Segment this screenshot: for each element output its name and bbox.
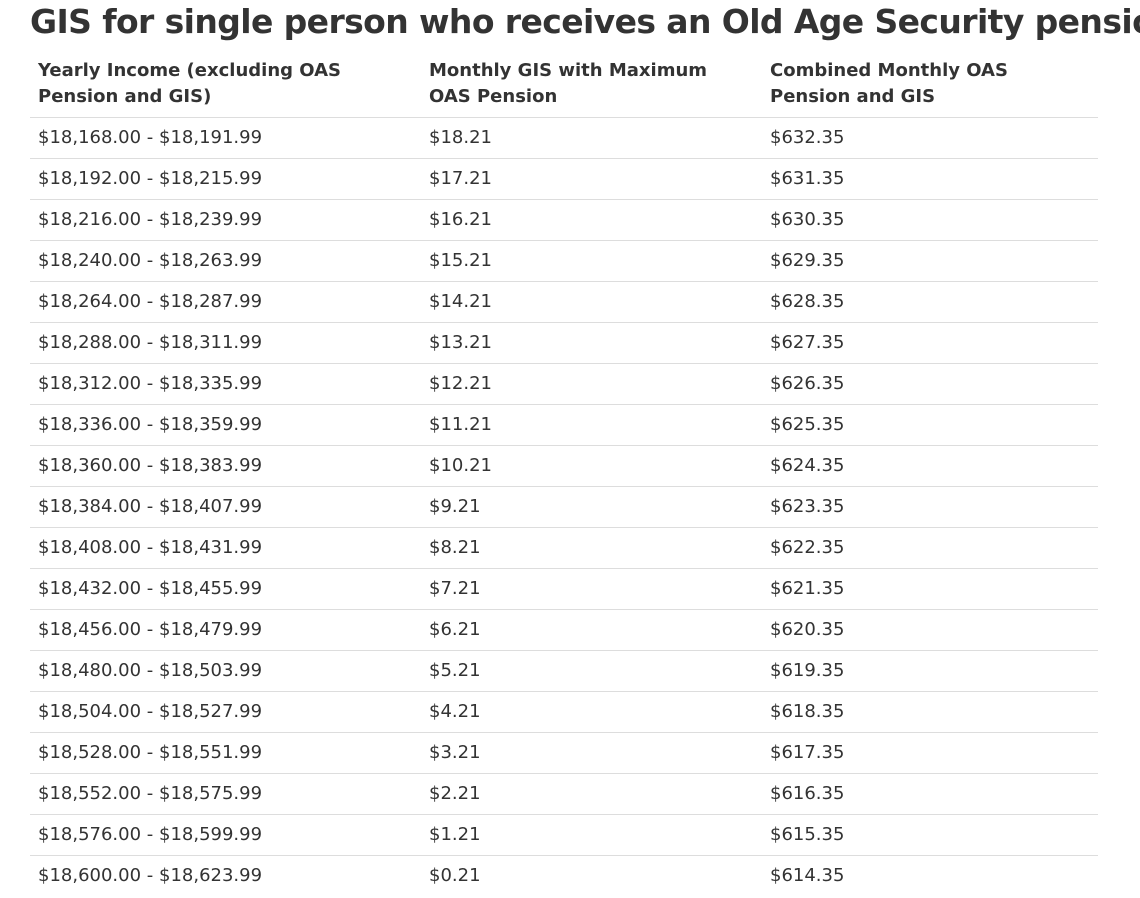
income-range-cell: $18,264.00 - $18,287.99	[30, 281, 421, 323]
income-range-cell: $18,576.00 - $18,599.99	[30, 814, 421, 856]
income-range-cell: $18,240.00 - $18,263.99	[30, 240, 421, 282]
monthly-gis-cell: $14.21	[421, 281, 762, 323]
page-title: GIS for single person who receives an Ol…	[30, 2, 1140, 41]
combined-monthly-cell: $621.35	[762, 568, 1098, 610]
table-row: $18,480.00 - $18,503.99 $5.21 $619.35	[30, 650, 1098, 692]
income-range-cell: $18,480.00 - $18,503.99	[30, 650, 421, 692]
combined-monthly-cell: $632.35	[762, 117, 1098, 159]
monthly-gis-cell: $10.21	[421, 445, 762, 487]
income-range-cell: $18,432.00 - $18,455.99	[30, 568, 421, 610]
table-row: $18,600.00 - $18,623.99 $0.21 $614.35	[30, 856, 1098, 897]
combined-monthly-cell: $616.35	[762, 773, 1098, 815]
table-row: $18,312.00 - $18,335.99 $12.21 $626.35	[30, 363, 1098, 405]
table-row: $18,552.00 - $18,575.99 $2.21 $616.35	[30, 773, 1098, 815]
combined-monthly-cell: $617.35	[762, 732, 1098, 774]
table-row: $18,408.00 - $18,431.99 $8.21 $622.35	[30, 527, 1098, 569]
income-range-cell: $18,384.00 - $18,407.99	[30, 486, 421, 528]
monthly-gis-cell: $16.21	[421, 199, 762, 241]
income-range-cell: $18,336.00 - $18,359.99	[30, 404, 421, 446]
combined-monthly-cell: $618.35	[762, 691, 1098, 733]
combined-monthly-cell: $626.35	[762, 363, 1098, 405]
combined-monthly-cell: $625.35	[762, 404, 1098, 446]
table-row: $18,168.00 - $18,191.99 $18.21 $632.35	[30, 117, 1098, 159]
combined-monthly-cell: $615.35	[762, 814, 1098, 856]
income-range-cell: $18,216.00 - $18,239.99	[30, 199, 421, 241]
monthly-gis-cell: $17.21	[421, 158, 762, 200]
monthly-gis-cell: $4.21	[421, 691, 762, 733]
monthly-gis-cell: $5.21	[421, 650, 762, 692]
table-row: $18,264.00 - $18,287.99 $14.21 $628.35	[30, 281, 1098, 323]
combined-monthly-cell: $631.35	[762, 158, 1098, 200]
table-row: $18,528.00 - $18,551.99 $3.21 $617.35	[30, 732, 1098, 774]
monthly-gis-cell: $11.21	[421, 404, 762, 446]
income-range-cell: $18,504.00 - $18,527.99	[30, 691, 421, 733]
gis-table: Yearly Income (excluding OAS Pension and…	[30, 56, 1098, 896]
table-row: $18,456.00 - $18,479.99 $6.21 $620.35	[30, 609, 1098, 651]
monthly-gis-cell: $18.21	[421, 117, 762, 159]
monthly-gis-cell: $12.21	[421, 363, 762, 405]
header-yearly-income: Yearly Income (excluding OAS Pension and…	[30, 56, 421, 118]
header-monthly-gis: Monthly GIS with Maximum OAS Pension	[421, 56, 762, 118]
income-range-cell: $18,600.00 - $18,623.99	[38, 865, 263, 886]
income-range-cell: $18,312.00 - $18,335.99	[30, 363, 421, 405]
monthly-gis-cell: $6.21	[421, 609, 762, 651]
table-row: $18,360.00 - $18,383.99 $10.21 $624.35	[30, 445, 1098, 487]
combined-monthly-cell: $622.35	[762, 527, 1098, 569]
combined-monthly-cell: $614.35	[770, 865, 845, 886]
monthly-gis-cell: $13.21	[421, 322, 762, 364]
table-row: $18,336.00 - $18,359.99 $11.21 $625.35	[30, 404, 1098, 446]
monthly-gis-cell: $1.21	[421, 814, 762, 856]
combined-monthly-cell: $620.35	[762, 609, 1098, 651]
table-row: $18,432.00 - $18,455.99 $7.21 $621.35	[30, 568, 1098, 610]
table-row: $18,240.00 - $18,263.99 $15.21 $629.35	[30, 240, 1098, 282]
table-row: $18,288.00 - $18,311.99 $13.21 $627.35	[30, 322, 1098, 364]
income-range-cell: $18,408.00 - $18,431.99	[30, 527, 421, 569]
header-combined-monthly: Combined Monthly OAS Pension and GIS	[762, 56, 1098, 118]
monthly-gis-cell: $7.21	[421, 568, 762, 610]
table-row: $18,576.00 - $18,599.99 $1.21 $615.35	[30, 814, 1098, 856]
combined-monthly-cell: $629.35	[762, 240, 1098, 282]
table-row: $18,504.00 - $18,527.99 $4.21 $618.35	[30, 691, 1098, 733]
monthly-gis-cell: $2.21	[421, 773, 762, 815]
monthly-gis-cell: $8.21	[421, 527, 762, 569]
header-row: Yearly Income (excluding OAS Pension and…	[30, 56, 1098, 118]
table-row: $18,216.00 - $18,239.99 $16.21 $630.35	[30, 199, 1098, 241]
monthly-gis-cell: $9.21	[421, 486, 762, 528]
table-body: $18,168.00 - $18,191.99 $18.21 $632.35 $18,…	[30, 117, 1098, 897]
monthly-gis-cell: $15.21	[421, 240, 762, 282]
combined-monthly-cell: $624.35	[762, 445, 1098, 487]
income-range-cell: $18,456.00 - $18,479.99	[30, 609, 421, 651]
monthly-gis-cell: $3.21	[421, 732, 762, 774]
income-range-cell: $18,528.00 - $18,551.99	[30, 732, 421, 774]
table-row: $18,192.00 - $18,215.99 $17.21 $631.35	[30, 158, 1098, 200]
combined-monthly-cell: $627.35	[762, 322, 1098, 364]
income-range-cell: $18,288.00 - $18,311.99	[30, 322, 421, 364]
monthly-gis-cell: $0.21	[429, 865, 481, 886]
income-range-cell: $18,360.00 - $18,383.99	[30, 445, 421, 487]
combined-monthly-cell: $630.35	[762, 199, 1098, 241]
income-range-cell: $18,168.00 - $18,191.99	[30, 117, 421, 159]
combined-monthly-cell: $623.35	[762, 486, 1098, 528]
combined-monthly-cell: $628.35	[762, 281, 1098, 323]
income-range-cell: $18,192.00 - $18,215.99	[30, 158, 421, 200]
income-range-cell: $18,552.00 - $18,575.99	[30, 773, 421, 815]
combined-monthly-cell: $619.35	[762, 650, 1098, 692]
table-header: Yearly Income (excluding OAS Pension and…	[30, 56, 1098, 118]
table-row: $18,384.00 - $18,407.99 $9.21 $623.35	[30, 486, 1098, 528]
